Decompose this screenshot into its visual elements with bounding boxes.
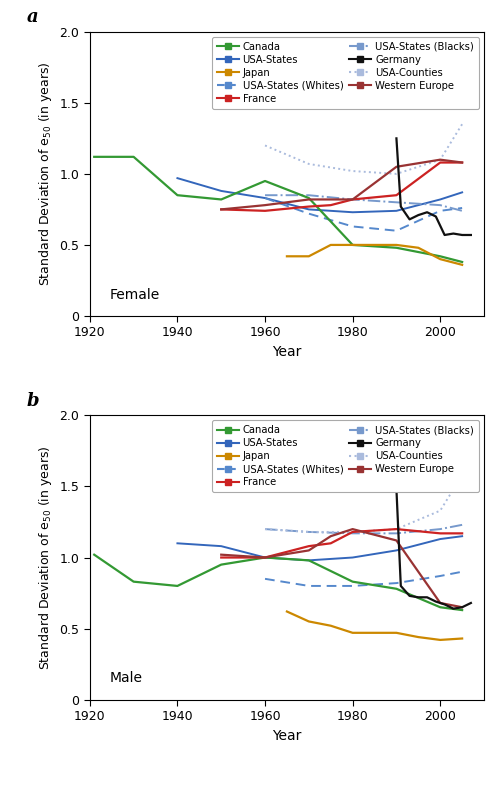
Y-axis label: Standard Deviation of e$_{50}$ (in years): Standard Deviation of e$_{50}$ (in years… bbox=[37, 61, 54, 286]
Text: a: a bbox=[27, 8, 38, 26]
Text: Female: Female bbox=[109, 288, 160, 302]
Text: Male: Male bbox=[109, 672, 143, 685]
Y-axis label: Standard Deviation of e$_{50}$ (in years): Standard Deviation of e$_{50}$ (in years… bbox=[37, 445, 54, 670]
Legend: Canada, USA-States, Japan, USA-States (Whites), France, USA-States (Blacks), Ger: Canada, USA-States, Japan, USA-States (W… bbox=[212, 421, 479, 492]
Text: b: b bbox=[27, 392, 39, 409]
X-axis label: Year: Year bbox=[272, 728, 301, 743]
X-axis label: Year: Year bbox=[272, 345, 301, 359]
Legend: Canada, USA-States, Japan, USA-States (Whites), France, USA-States (Blacks), Ger: Canada, USA-States, Japan, USA-States (W… bbox=[212, 37, 479, 109]
